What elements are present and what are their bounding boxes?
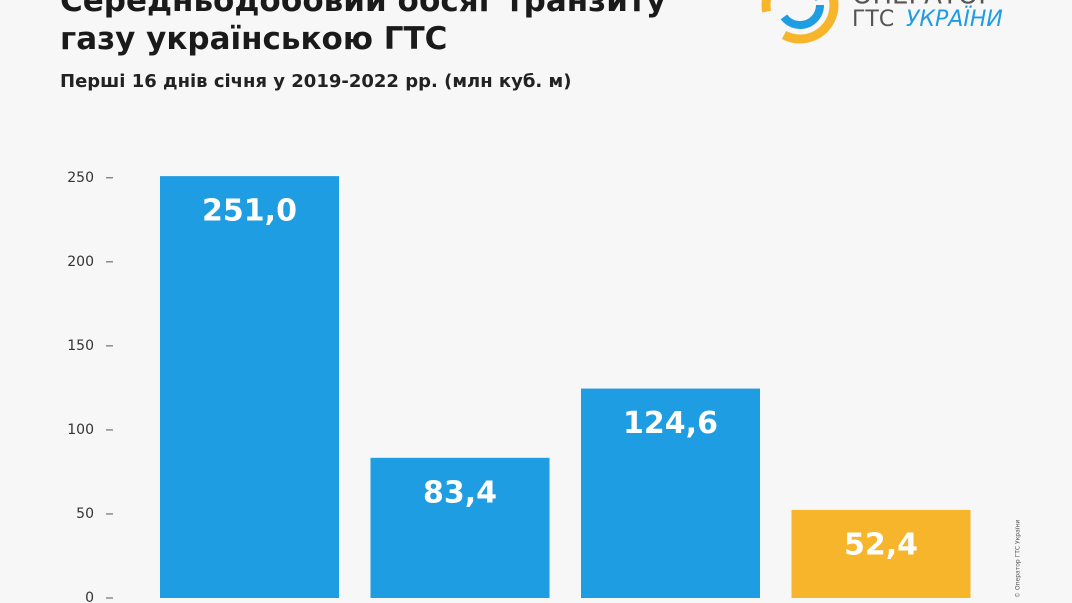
bar xyxy=(581,388,760,598)
value-label: 251,0 xyxy=(202,194,297,229)
value-label: 52,4 xyxy=(844,527,918,562)
logo: ОПЕРАТОР ГТС УКРАЇНИ xyxy=(761,0,1003,44)
logo-text: УКРАЇНИ xyxy=(906,6,1003,32)
y-tick-label: 250 xyxy=(67,170,94,186)
logo-text: ОПЕРАТОР xyxy=(852,0,994,11)
y-tick-label: 0 xyxy=(85,590,94,603)
y-tick-label: 200 xyxy=(67,254,94,270)
chart-title: Середньодобовий обсяг транзиту газу укра… xyxy=(60,0,667,57)
bar xyxy=(160,176,339,598)
credit: © Оператор ГТС України xyxy=(1015,520,1022,598)
logo-text: ГТС xyxy=(852,7,894,32)
bar xyxy=(791,509,971,598)
chart-subtitle: Перші 16 днів січня у 2019-2022 рр. (млн… xyxy=(60,71,572,92)
y-tick-label: 100 xyxy=(67,422,94,438)
logo-ring xyxy=(776,0,824,29)
bar xyxy=(370,457,550,598)
y-tick-label: 50 xyxy=(76,506,94,522)
logo-ring xyxy=(761,0,839,44)
value-label: 83,4 xyxy=(423,475,497,510)
value-label: 124,6 xyxy=(623,406,718,441)
y-tick-label: 150 xyxy=(67,338,94,354)
